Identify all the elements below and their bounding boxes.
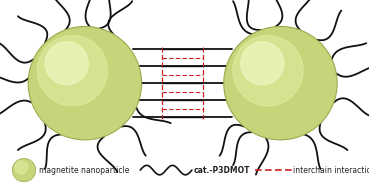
Circle shape [12,158,36,182]
Text: magnetite nanoparticle: magnetite nanoparticle [39,166,130,175]
Circle shape [224,26,337,140]
Circle shape [233,36,303,106]
Text: interchain interaction: interchain interaction [293,166,369,175]
Text: cat.-P3DMOT: cat.-P3DMOT [194,166,250,175]
Circle shape [45,42,88,85]
Circle shape [15,161,28,174]
Circle shape [37,36,107,106]
Circle shape [28,26,142,140]
Circle shape [241,42,284,85]
